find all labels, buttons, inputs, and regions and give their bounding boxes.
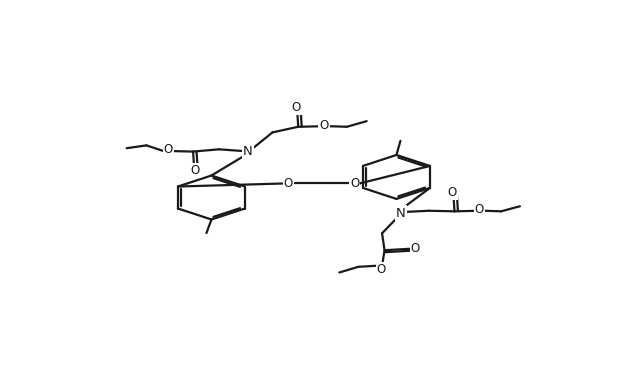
Text: N: N [396, 206, 406, 220]
Text: O: O [475, 203, 484, 216]
Text: O: O [292, 101, 301, 115]
Text: O: O [191, 164, 200, 177]
Text: O: O [448, 186, 457, 199]
Text: O: O [164, 143, 173, 156]
Text: N: N [243, 145, 253, 158]
Text: O: O [284, 177, 293, 190]
Text: O: O [411, 242, 420, 255]
Text: O: O [350, 177, 360, 190]
Text: O: O [319, 119, 329, 132]
Text: O: O [376, 262, 386, 276]
